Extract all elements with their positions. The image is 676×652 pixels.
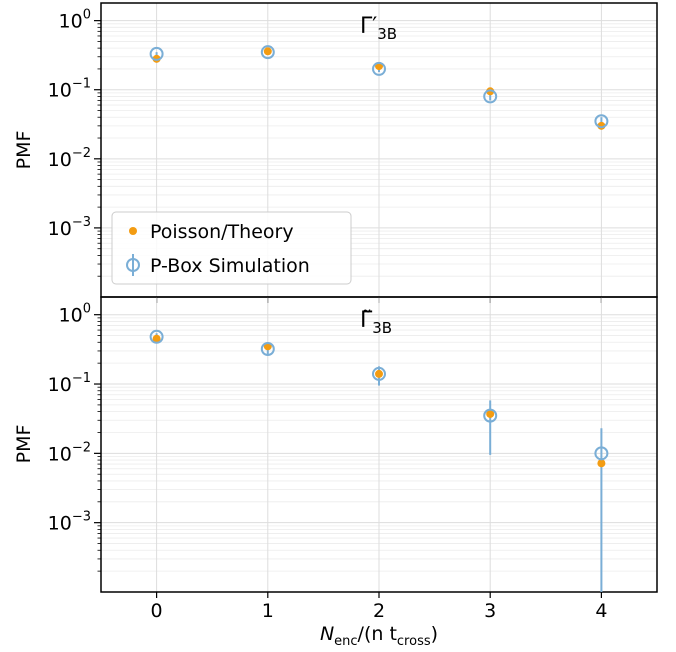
x-tick-label: 0 [151,600,163,622]
x-tick-label: 1 [262,600,274,622]
bottom-poisson-point [597,459,606,468]
bottom-pbox-point [372,366,386,381]
bottom-pbox-point [483,408,498,423]
top-y-axis-label: PMF [13,131,35,170]
top-pbox-point [372,61,386,76]
bottom-panel: 100 10−1 10−2 10−3 0 1 2 3 4 [48,296,658,622]
top-poisson-point [263,47,272,56]
bottom-y-tick-label: 100 [59,302,91,327]
legend: Poisson/Theory P-Box Simulation [111,211,352,285]
bottom-y-axis-label: PMF [13,425,35,464]
bottom-pbox-point [260,342,275,357]
top-panel-label: Γ′3B [360,14,397,43]
top-panel: 100 10−1 10−2 10−3 [48,2,658,303]
bottom-y-tick-label: 10−2 [48,440,91,465]
top-y-tick-label: 10−2 [48,146,91,171]
top-pbox-point [260,45,275,60]
bottom-y-tick-label: 10−1 [48,371,91,396]
top-y-tick-label: 10−1 [48,77,91,102]
legend-box [111,211,352,285]
legend-pbox-label: P-Box Simulation [150,255,310,277]
top-y-tick-label: 10−3 [48,215,91,240]
bottom-axes-frame [100,296,658,593]
bottom-poisson-point [152,334,161,343]
x-tick-label: 3 [484,600,496,622]
top-pbox-point [149,46,164,61]
bottom-poisson-point [375,369,383,378]
bottom-pbox-point [594,446,609,461]
legend-pbox-marker [126,258,140,272]
x-tick-label: 2 [373,600,385,622]
x-axis-label: Nenc/(n tcross) [320,623,438,649]
bottom-panel-label: Γ̃3B [360,308,392,337]
top-pbox-point [483,89,498,104]
top-pbox-point [594,114,609,129]
legend-poisson-marker [129,227,137,235]
top-y-tick-label: 100 [59,8,91,33]
legend-poisson-label: Poisson/Theory [150,221,294,243]
bottom-pbox-point [149,329,164,344]
x-tick-label: 4 [595,600,607,622]
bottom-y-tick-label: 10−3 [48,510,91,535]
bottom-poisson-point [486,409,495,418]
top-poisson-point [152,54,161,63]
